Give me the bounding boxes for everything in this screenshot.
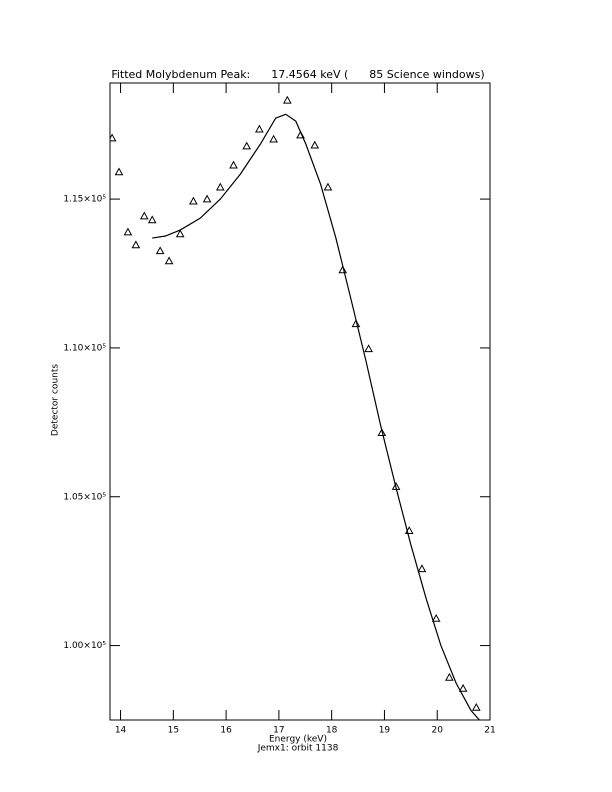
data-point xyxy=(147,215,157,224)
data-point xyxy=(471,702,481,711)
x-tick-label: 21 xyxy=(484,726,495,736)
data-point xyxy=(155,246,165,255)
data-point xyxy=(242,141,252,150)
data-point xyxy=(417,564,427,573)
y-tick-label: 1.00×10⁵ xyxy=(63,641,106,651)
data-point xyxy=(323,182,333,191)
data-point xyxy=(338,265,348,274)
data-point xyxy=(114,167,124,176)
x-axis-label: Energy (keV) xyxy=(269,735,327,745)
y-axis-label: Detector counts xyxy=(51,364,61,436)
y-tick-label: 1.10×10⁵ xyxy=(63,343,106,353)
data-point xyxy=(110,133,117,142)
data-point xyxy=(215,182,225,191)
x-tick-label: 19 xyxy=(379,726,391,736)
plot-frame xyxy=(109,82,491,721)
data-point xyxy=(364,344,373,353)
x-tick-label: 14 xyxy=(115,726,127,736)
data-point xyxy=(377,428,387,437)
y-tick-label: 1.05×10⁵ xyxy=(63,492,106,502)
x-tick-label: 17 xyxy=(273,726,284,736)
x-tick-label: 18 xyxy=(326,726,338,736)
data-point xyxy=(229,160,238,169)
chart-title: Fitted Molybdenum Peak: 17.4564 keV ( 85… xyxy=(111,68,484,81)
x-tick-label: 15 xyxy=(168,726,179,736)
data-point xyxy=(202,194,212,203)
data-point xyxy=(445,672,454,681)
data-point xyxy=(310,140,320,149)
data-point xyxy=(431,613,441,622)
data-point xyxy=(351,319,361,328)
data-point xyxy=(458,683,468,692)
data-point xyxy=(123,227,133,236)
data-point xyxy=(139,211,149,220)
y-tick-label: 1.15×10⁵ xyxy=(63,195,106,205)
data-point xyxy=(175,229,185,238)
data-point xyxy=(282,95,292,104)
data-point xyxy=(189,196,198,205)
data-point xyxy=(269,134,278,143)
data-point xyxy=(164,256,174,265)
x-tick-label: 16 xyxy=(220,726,232,736)
fit-line xyxy=(152,113,480,720)
data-point xyxy=(131,240,141,249)
plot-area xyxy=(110,95,481,720)
subtitle: Jemx1: orbit 1138 xyxy=(257,744,339,754)
data-point xyxy=(255,124,264,133)
x-tick-label: 20 xyxy=(431,726,443,736)
